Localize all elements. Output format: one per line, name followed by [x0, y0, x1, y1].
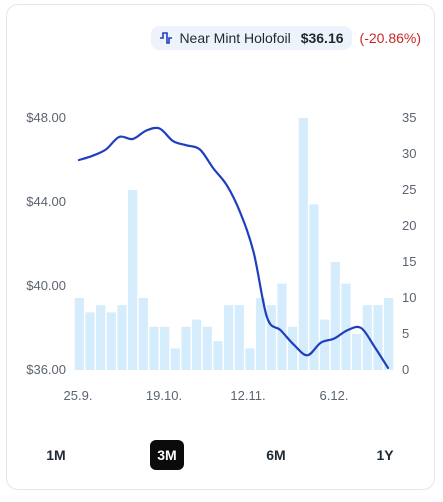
chart-card [6, 4, 435, 490]
volume-bar [373, 305, 383, 370]
volume-bar [234, 305, 244, 370]
volume-bar [213, 341, 223, 370]
timeframe-1m-button[interactable]: 1M [46, 447, 66, 463]
price-chart: $36.00 $40.00 $44.00 $48.00 0 5 10 15 20 25 30 35 25… [26, 110, 416, 403]
y-right-tick-label: 10 [402, 290, 416, 305]
series-name: Near Mint Holofoil [179, 30, 291, 46]
x-tick-label: 25.9. [64, 388, 93, 403]
volume-bar [160, 326, 170, 370]
y-left-tick-label: $40.00 [26, 278, 66, 293]
volume-bar [224, 305, 234, 370]
y-left-tick-label: $44.00 [26, 194, 66, 209]
current-price: $36.16 [300, 30, 344, 46]
timeframe-selector: 1M 3M 6M 1Y [0, 440, 443, 470]
volume-bar [320, 319, 330, 370]
y-right-tick-label: 0 [402, 362, 409, 377]
volume-bar [138, 298, 148, 370]
volume-bar [330, 262, 340, 370]
volume-bar [352, 334, 362, 370]
y-left-tick-label: $36.00 [26, 362, 66, 377]
volume-bar [298, 118, 308, 370]
timeframe-6m-button[interactable]: 6M [266, 447, 286, 463]
volume-bar [277, 283, 287, 370]
volume-bar [341, 283, 351, 370]
y-left-tick-label: $48.00 [26, 110, 66, 125]
volume-bar [106, 312, 116, 370]
volume-bar [288, 326, 298, 370]
volume-bar [181, 326, 191, 370]
volume-bar [85, 312, 95, 370]
x-tick-label: 12.11. [230, 388, 265, 403]
volume-bar [266, 305, 276, 370]
volume-bar [192, 319, 202, 370]
x-tick-label: 19.10. [146, 388, 182, 403]
volume-bar [128, 190, 138, 370]
volume-bar [96, 305, 106, 370]
volume-bar [384, 298, 394, 370]
timeframe-3m-button[interactable]: 3M [150, 440, 184, 470]
volume-bar [149, 326, 159, 370]
price-line [77, 126, 390, 369]
volume-bar [309, 204, 319, 370]
volume-bar [170, 348, 180, 370]
y-right-tick-label: 25 [402, 182, 416, 197]
volume-bar [74, 298, 84, 370]
chart-legend: Near Mint Holofoil $36.16 (-20.86%) [151, 26, 421, 50]
y-right-tick-label: 5 [402, 326, 409, 341]
price-change: (-20.86%) [359, 30, 421, 46]
volume-bar [202, 326, 212, 370]
x-tick-label: 6.12. [320, 388, 349, 403]
y-right-tick-label: 35 [402, 110, 416, 125]
timeframe-1y-button[interactable]: 1Y [376, 447, 394, 463]
y-right-tick-label: 20 [402, 218, 416, 233]
line-series-icon [160, 32, 173, 44]
y-right-tick-label: 15 [402, 254, 416, 269]
volume-bar [362, 305, 372, 370]
volume-bar [245, 348, 255, 370]
series-legend-item[interactable]: Near Mint Holofoil $36.16 [151, 26, 352, 50]
y-right-tick-label: 30 [402, 146, 416, 161]
volume-bar [256, 298, 266, 370]
volume-bar [117, 305, 127, 370]
